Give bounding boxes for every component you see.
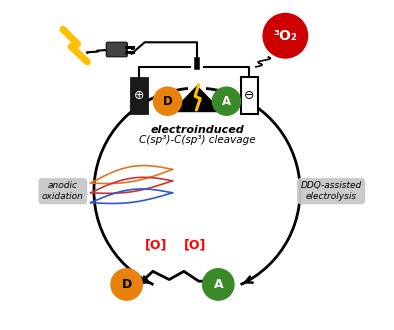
Polygon shape xyxy=(173,86,221,112)
FancyBboxPatch shape xyxy=(241,77,258,114)
Circle shape xyxy=(111,269,142,300)
Text: C(sp³)-C(sp³) cleavage: C(sp³)-C(sp³) cleavage xyxy=(139,135,255,145)
Text: D: D xyxy=(163,95,173,108)
Text: D: D xyxy=(121,278,132,291)
Text: anodic
oxidation: anodic oxidation xyxy=(42,182,84,201)
Circle shape xyxy=(263,14,308,58)
Text: ⊕: ⊕ xyxy=(134,89,144,102)
Circle shape xyxy=(203,269,234,300)
Text: [O]: [O] xyxy=(184,239,206,252)
Text: A: A xyxy=(222,95,231,108)
Text: electroinduced: electroinduced xyxy=(150,125,244,135)
Text: [O]: [O] xyxy=(145,239,167,252)
Text: ⊖: ⊖ xyxy=(244,89,255,102)
FancyBboxPatch shape xyxy=(106,42,127,57)
Text: ³O₂: ³O₂ xyxy=(273,29,297,43)
Text: A: A xyxy=(214,278,223,291)
Text: DDQ-assisted
electrolysis: DDQ-assisted electrolysis xyxy=(301,182,362,201)
Circle shape xyxy=(212,87,240,115)
Circle shape xyxy=(154,87,182,115)
FancyBboxPatch shape xyxy=(130,77,148,114)
